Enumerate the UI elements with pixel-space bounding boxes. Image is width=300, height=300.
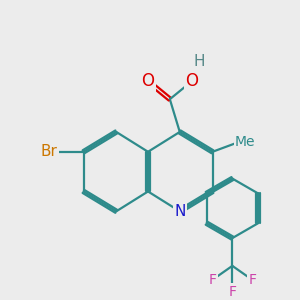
Text: Br: Br bbox=[40, 144, 57, 159]
Text: O: O bbox=[142, 72, 154, 90]
Text: N: N bbox=[174, 204, 185, 219]
Text: Me: Me bbox=[235, 135, 256, 149]
Text: F: F bbox=[228, 285, 236, 299]
Text: O: O bbox=[185, 72, 198, 90]
Text: F: F bbox=[208, 273, 217, 287]
Text: H: H bbox=[194, 54, 206, 69]
Text: F: F bbox=[248, 273, 256, 287]
